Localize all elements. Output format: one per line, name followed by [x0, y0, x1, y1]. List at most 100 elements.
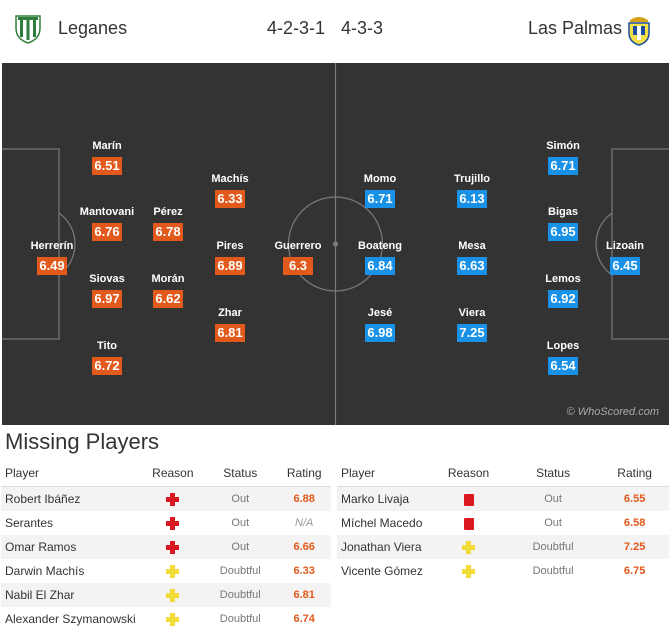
- player-rating: 6.13: [457, 190, 487, 208]
- pitch-player-away[interactable]: Lizoain 6.45: [589, 240, 661, 275]
- player-rating: 6.97: [92, 290, 122, 308]
- player-rating: 6.84: [365, 257, 395, 275]
- missing-player-reason: [142, 607, 204, 631]
- missing-players-home-table: Player Reason Status Rating Robert Ibáñe…: [1, 460, 331, 631]
- pitch-player-home[interactable]: Morán 6.62: [132, 273, 204, 308]
- whoscored-watermark: © WhoScored.com: [566, 406, 659, 418]
- player-rating: 6.71: [365, 190, 395, 208]
- missing-player-row: Vicente Gómez Doubtful 6.75: [337, 559, 669, 583]
- pitch-player-away[interactable]: Lemos 6.92: [527, 273, 599, 308]
- injury-icon: [166, 541, 180, 555]
- player-rating: 6.49: [37, 257, 67, 275]
- player-name: Mantovani: [79, 206, 135, 218]
- column-header-player: Player: [1, 460, 143, 487]
- pitch-player-home[interactable]: Pires 6.89: [194, 240, 266, 275]
- missing-player-row: Nabil El Zhar Doubtful 6.81: [1, 583, 331, 607]
- leganes-crest-icon: [15, 15, 41, 44]
- player-name: Pérez: [153, 206, 183, 218]
- missing-player-status: Out: [505, 511, 601, 535]
- missing-player-rating: 6.81: [277, 583, 331, 607]
- pitch-player-away[interactable]: Momo 6.71: [344, 173, 416, 208]
- player-name: Tito: [97, 340, 117, 352]
- player-name: Lemos: [545, 273, 581, 285]
- pitch-player-away[interactable]: Jesé 6.98: [344, 307, 416, 342]
- player-rating: 6.89: [215, 257, 245, 275]
- missing-player-status: Doubtful: [203, 559, 278, 583]
- missing-player-row: Jonathan Viera Doubtful 7.25: [337, 535, 669, 559]
- player-name: Jesé: [367, 307, 393, 319]
- missing-player-name[interactable]: Alexander Szymanowski: [1, 607, 143, 631]
- column-header-status: Status: [203, 460, 278, 487]
- pitch-player-home[interactable]: Marín 6.51: [71, 140, 143, 175]
- missing-player-name[interactable]: Nabil El Zhar: [1, 583, 143, 607]
- player-name: Momo: [363, 173, 397, 185]
- missing-player-status: Doubtful: [203, 583, 278, 607]
- missing-player-name[interactable]: Darwin Machís: [1, 559, 143, 583]
- injury-icon: [166, 493, 180, 507]
- missing-player-status: Doubtful: [505, 535, 601, 559]
- redcard-icon: [463, 493, 474, 506]
- player-name: Herrerín: [30, 240, 74, 252]
- pitch: Herrerín 6.49 Marín 6.51 Mantovani 6.76 …: [2, 63, 669, 425]
- redcard-icon: [463, 517, 474, 530]
- missing-player-reason: [142, 511, 204, 535]
- pitch-player-home[interactable]: Tito 6.72: [71, 340, 143, 375]
- missing-player-row: Omar Ramos Out 6.66: [1, 535, 331, 559]
- missing-player-reason: [431, 511, 506, 535]
- missing-player-name[interactable]: Jonathan Viera: [337, 535, 432, 559]
- player-rating: 6.33: [215, 190, 245, 208]
- match-header: Leganes 4-2-3-1 4-3-3 Las Palmas: [0, 0, 670, 60]
- player-rating: 6.98: [365, 324, 395, 342]
- missing-player-name[interactable]: Serantes: [1, 511, 143, 535]
- missing-player-status: Doubtful: [505, 559, 601, 583]
- player-rating: 6.45: [610, 257, 640, 275]
- pitch-player-away[interactable]: Simón 6.71: [527, 140, 599, 175]
- home-team-name[interactable]: Leganes: [58, 18, 128, 38]
- missing-player-name[interactable]: Míchel Macedo: [337, 511, 432, 535]
- away-team-name[interactable]: Las Palmas: [527, 18, 622, 38]
- pitch-player-home[interactable]: Mantovani 6.76: [71, 206, 143, 241]
- missing-player-row: Darwin Machís Doubtful 6.33: [1, 559, 331, 583]
- pitch-player-away[interactable]: Viera 7.25: [436, 307, 508, 342]
- missing-player-name[interactable]: Robert Ibáñez: [1, 486, 143, 511]
- pitch-player-away[interactable]: Boateng 6.84: [344, 240, 416, 275]
- missing-player-row: Alexander Szymanowski Doubtful 6.74: [1, 607, 331, 631]
- pitch-player-away[interactable]: Trujillo 6.13: [436, 173, 508, 208]
- doubt-icon: [166, 565, 180, 579]
- missing-player-name[interactable]: Omar Ramos: [1, 535, 143, 559]
- pitch-player-home[interactable]: Siovas 6.97: [71, 273, 143, 308]
- pitch-player-home[interactable]: Guerrero 6.3: [262, 240, 334, 275]
- missing-player-rating: 7.25: [600, 535, 669, 559]
- player-name: Siovas: [89, 273, 125, 285]
- player-name: Viera: [458, 307, 486, 319]
- player-name: Lopes: [546, 340, 580, 352]
- column-header-status: Status: [505, 460, 601, 487]
- missing-player-reason: [431, 535, 506, 559]
- player-rating: 6.92: [548, 290, 578, 308]
- missing-player-row: Robert Ibáñez Out 6.88: [1, 486, 331, 511]
- missing-player-row: Marko Livaja Out 6.55: [337, 486, 669, 511]
- las-palmas-crest-icon: [628, 17, 650, 46]
- player-rating: 6.78: [153, 223, 183, 241]
- missing-player-status: Doubtful: [203, 607, 278, 631]
- pitch-player-away[interactable]: Mesa 6.63: [436, 240, 508, 275]
- player-name: Marín: [92, 140, 122, 152]
- pitch-player-away[interactable]: Lopes 6.54: [527, 340, 599, 375]
- doubt-icon: [462, 565, 476, 579]
- missing-player-name[interactable]: Vicente Gómez: [337, 559, 432, 583]
- missing-player-reason: [142, 583, 204, 607]
- pitch-player-home[interactable]: Pérez 6.78: [132, 206, 204, 241]
- missing-player-reason: [142, 535, 204, 559]
- missing-player-name[interactable]: Marko Livaja: [337, 486, 432, 511]
- player-name: Mesa: [458, 240, 486, 252]
- player-rating: 6.51: [92, 157, 122, 175]
- pitch-player-away[interactable]: Bigas 6.95: [527, 206, 599, 241]
- pitch-player-home[interactable]: Zhar 6.81: [194, 307, 266, 342]
- missing-player-status: Out: [203, 511, 278, 535]
- player-rating: 6.72: [92, 357, 122, 375]
- missing-player-status: Out: [505, 486, 601, 511]
- pitch-player-home[interactable]: Herrerín 6.49: [16, 240, 88, 275]
- injury-icon: [166, 517, 180, 531]
- doubt-icon: [166, 613, 180, 627]
- pitch-player-home[interactable]: Machís 6.33: [194, 173, 266, 208]
